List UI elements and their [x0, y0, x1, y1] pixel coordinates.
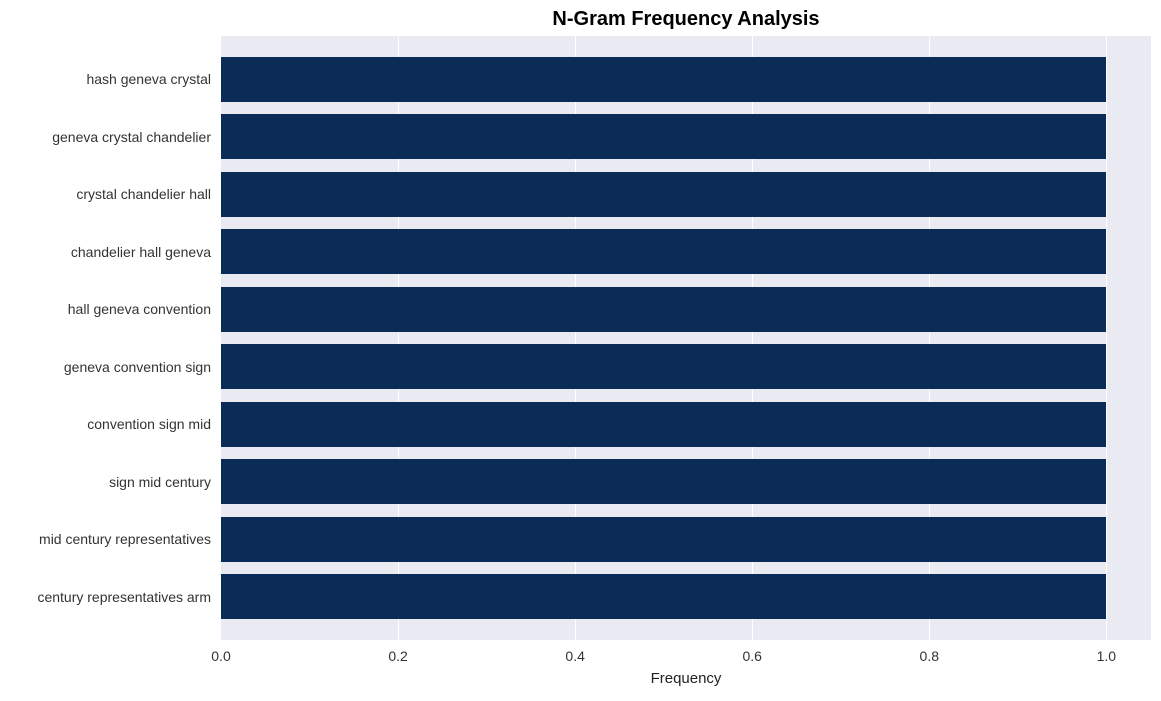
- x-tick-label: 0.0: [211, 640, 230, 664]
- y-tick-label: chandelier hall geneva: [71, 244, 221, 260]
- y-tick-label: hall geneva convention: [68, 301, 221, 317]
- y-tick-label: hash geneva crystal: [86, 71, 221, 87]
- y-tick-label: crystal chandelier hall: [76, 186, 221, 202]
- bar: [221, 172, 1106, 217]
- bar: [221, 344, 1106, 389]
- x-tick-label: 0.6: [742, 640, 761, 664]
- bar: [221, 114, 1106, 159]
- x-tick-label: 0.2: [388, 640, 407, 664]
- y-tick-label: convention sign mid: [87, 416, 221, 432]
- x-tick-label: 1.0: [1097, 640, 1116, 664]
- chart-title: N-Gram Frequency Analysis: [552, 8, 819, 31]
- x-tick-label: 0.8: [920, 640, 939, 664]
- bar: [221, 229, 1106, 274]
- y-tick-label: geneva crystal chandelier: [52, 129, 221, 145]
- bar: [221, 574, 1106, 619]
- y-tick-label: sign mid century: [109, 474, 221, 490]
- bar: [221, 459, 1106, 504]
- x-tick-label: 0.4: [565, 640, 584, 664]
- bar: [221, 57, 1106, 102]
- x-axis-label: Frequency: [221, 640, 1151, 687]
- ngram-chart: N-Gram Frequency Analysis Frequency 0.00…: [0, 0, 1161, 701]
- bar: [221, 402, 1106, 447]
- bar: [221, 287, 1106, 332]
- y-tick-label: century representatives arm: [37, 589, 221, 605]
- y-tick-label: geneva convention sign: [64, 359, 221, 375]
- x-gridline: [1106, 36, 1107, 640]
- bar: [221, 517, 1106, 562]
- plot-area: Frequency 0.00.20.40.60.81.0hash geneva …: [221, 36, 1151, 640]
- y-tick-label: mid century representatives: [39, 531, 221, 547]
